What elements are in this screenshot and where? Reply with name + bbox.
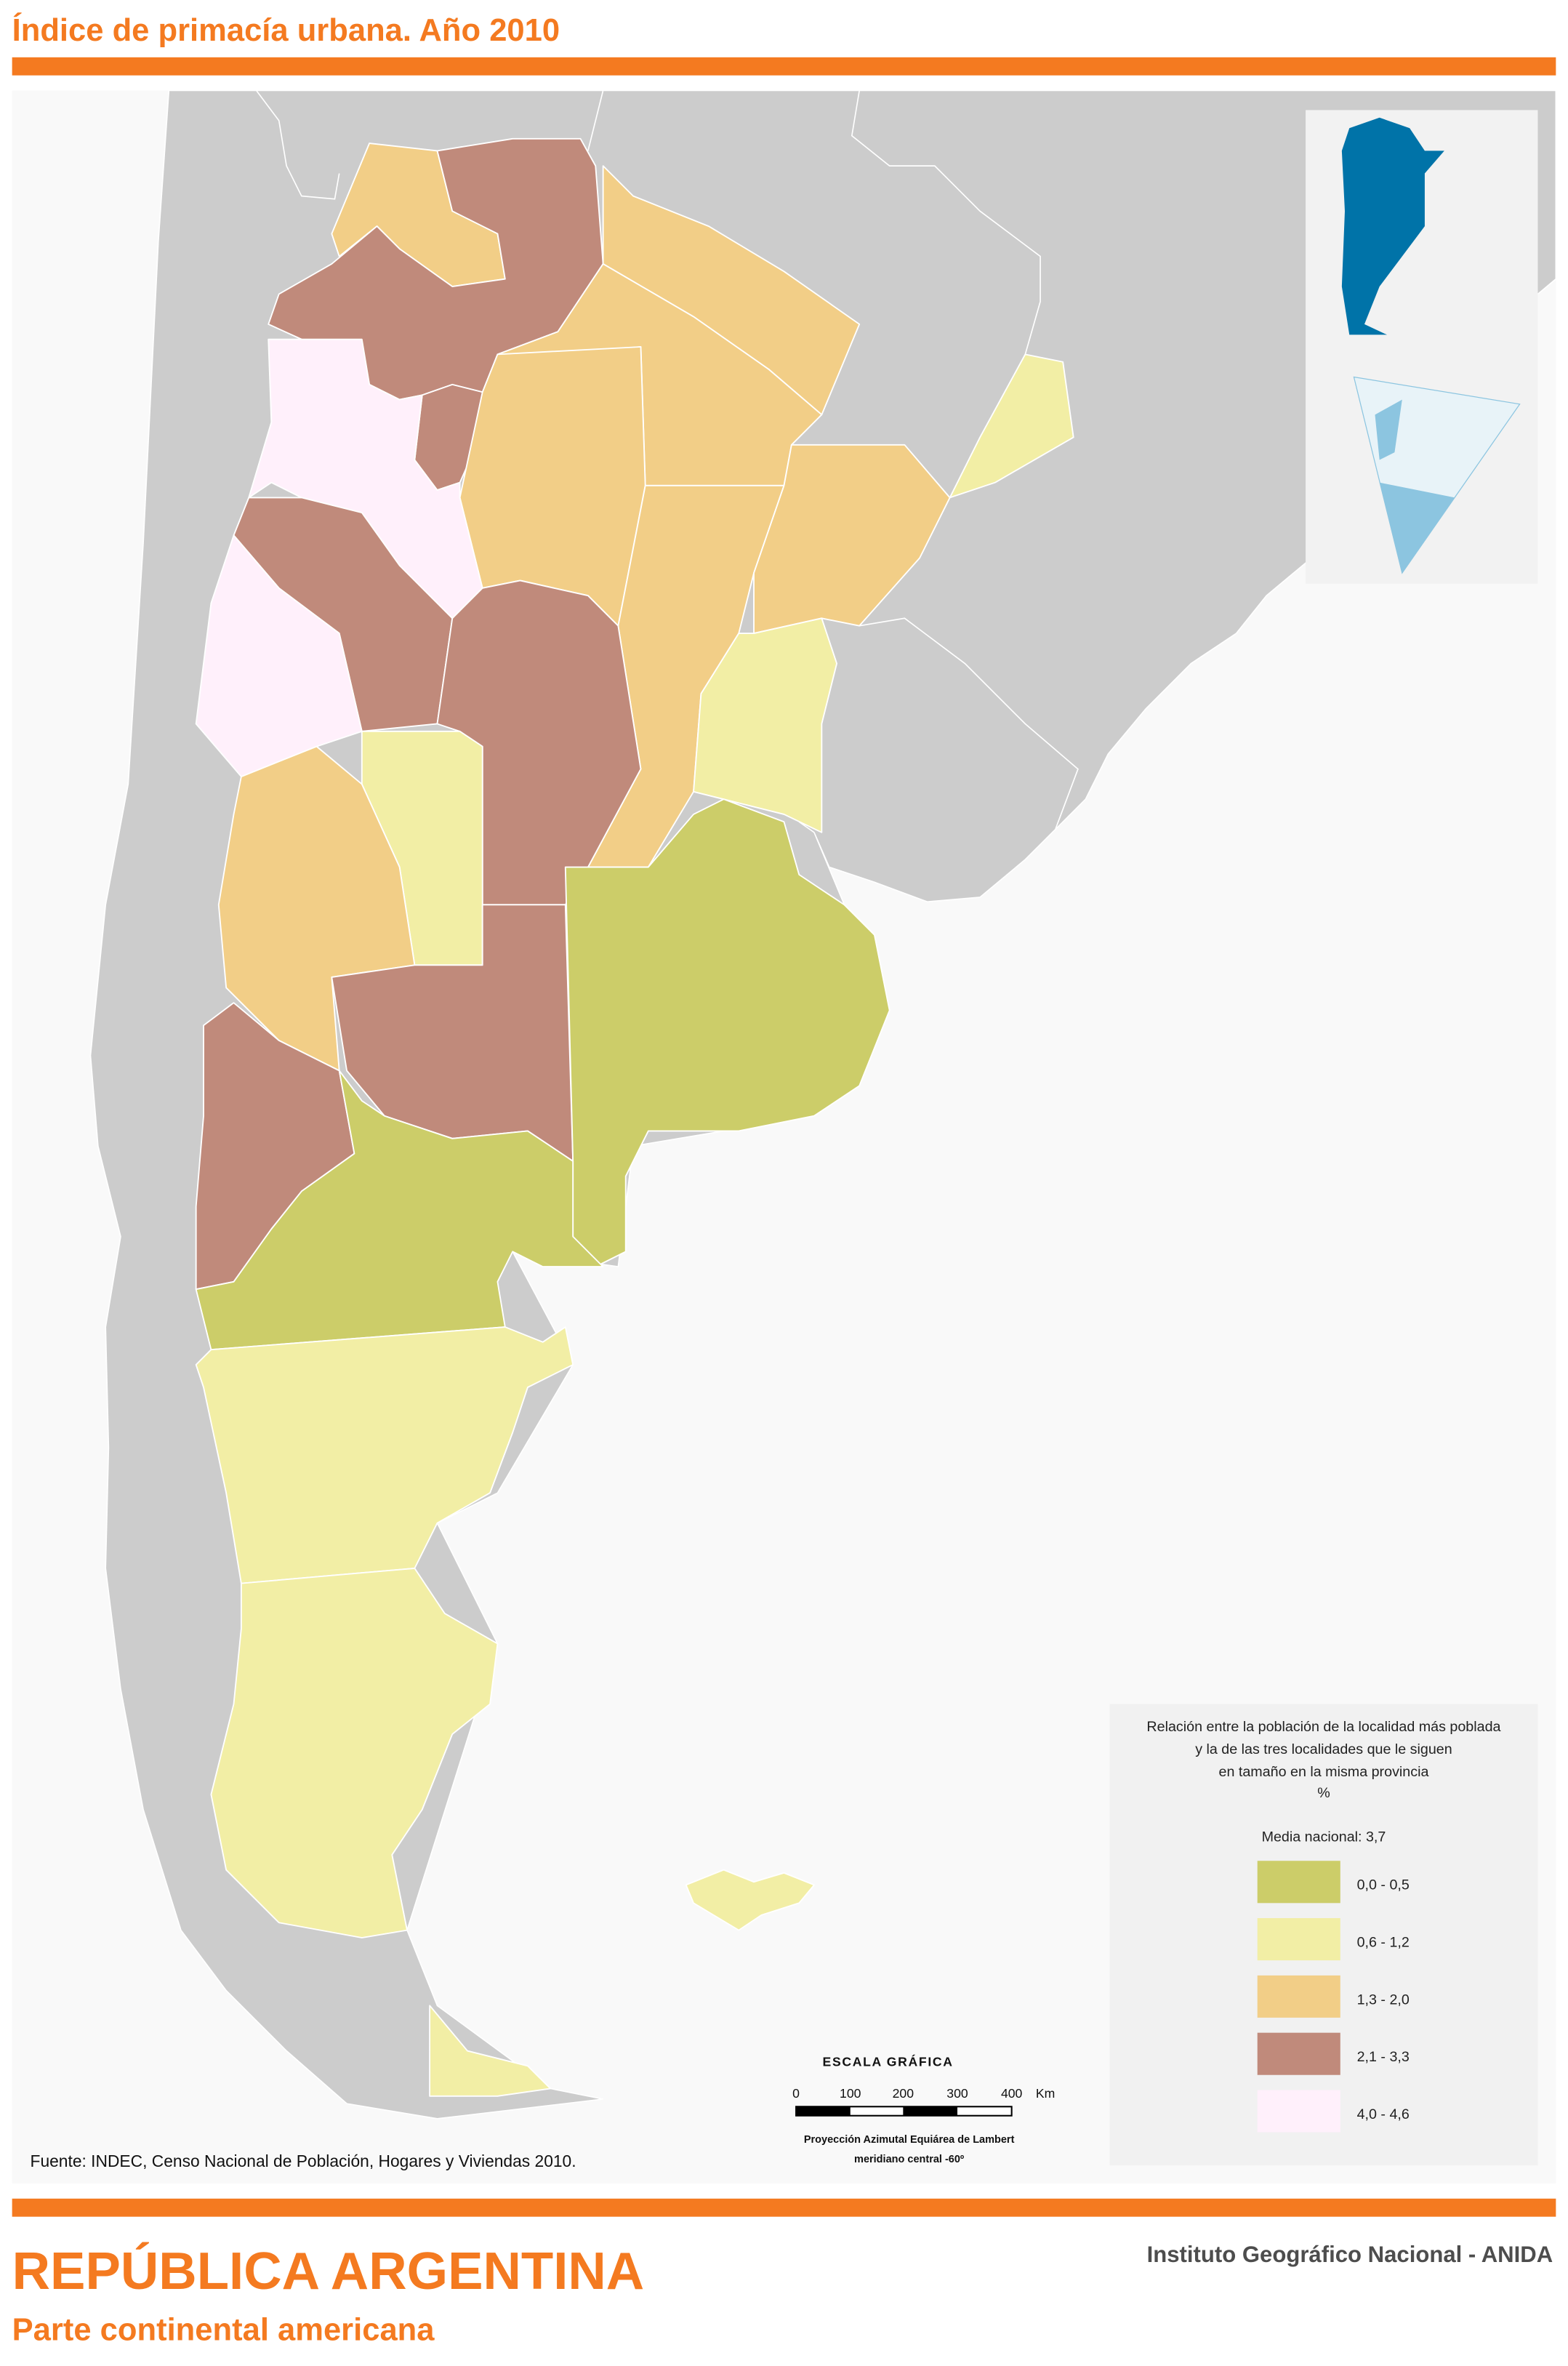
legend-swatch-4 [1257, 2090, 1340, 2133]
scale-tick-300: 300 [946, 2086, 968, 2101]
legend-title-line-2: y la de las tres localidades que le sigu… [1195, 1741, 1452, 1757]
province-mendoza[interactable] [217, 745, 416, 1072]
country-borders [255, 89, 1079, 833]
scale-tick-100: 100 [840, 2086, 861, 2101]
province-santiago-del-estero[interactable] [459, 346, 646, 627]
legend: Relación entre la población de la locali… [1109, 1704, 1538, 2166]
province-entre-rios[interactable] [693, 617, 838, 833]
legend-label-0: 0,0 - 0,5 [1357, 1877, 1410, 1893]
province-tierra-del-fuego[interactable] [429, 2005, 551, 2097]
country-subtitle: Parte continental americana [12, 2313, 435, 2348]
footer-bar [12, 2198, 1556, 2217]
legend-title-line-1: Relación entre la población de la locali… [1146, 1719, 1500, 1735]
legend-swatch-3 [1257, 2032, 1340, 2075]
locator-inset [1306, 110, 1538, 584]
provinces [195, 137, 1074, 2097]
scale-bar: ESCALA GRÁFICA 0 100 200 300 400 Km Proy… [792, 2053, 1055, 2165]
projection-line-2: meridiano central -60º [854, 2154, 965, 2165]
legend-swatch-0 [1257, 1861, 1340, 1904]
institution-name: Instituto Geográfico Nacional - ANIDA [1147, 2242, 1553, 2267]
legend-unit: % [1317, 1785, 1330, 1801]
province-misiones[interactable] [949, 353, 1074, 499]
legend-label-3: 2,1 - 3,3 [1357, 2049, 1410, 2065]
scale-title: ESCALA GRÁFICA [823, 2053, 954, 2069]
scale-unit: Km [1036, 2086, 1055, 2101]
province-chubut[interactable] [195, 1326, 574, 1584]
country-title: REPÚBLICA ARGENTINA [12, 2242, 645, 2301]
legend-national-mean: Media nacional: 3,7 [1262, 1829, 1386, 1845]
province-catamarca[interactable] [248, 338, 483, 619]
legend-label-2: 1,3 - 2,0 [1357, 1992, 1410, 2008]
scale-tick-200: 200 [893, 2086, 914, 2101]
legend-swatch-1 [1257, 1918, 1340, 1961]
map-title: Índice de primacía urbana. Año 2010 [12, 12, 560, 48]
legend-label-4: 4,0 - 4,6 [1357, 2106, 1410, 2122]
legend-label-1: 0,6 - 1,2 [1357, 1934, 1410, 1950]
projection-line-1: Proyección Azimutal Equiárea de Lambert [804, 2134, 1015, 2146]
map-area[interactable] [12, 89, 1557, 2184]
province-santa-cruz[interactable] [210, 1567, 499, 1938]
province-corrientes[interactable] [753, 444, 951, 634]
legend-swatch-2 [1257, 1975, 1340, 2018]
scale-tick-0: 0 [792, 2086, 800, 2101]
legend-title-line-3: en tamaño en la misma provincia [1219, 1764, 1429, 1780]
province-rio-negro[interactable] [195, 1070, 604, 1351]
inset-argentina-silhouette [1341, 117, 1444, 335]
source-note: Fuente: INDEC, Censo Nacional de Poblaci… [31, 2152, 576, 2170]
scale-tick-400: 400 [1001, 2086, 1023, 2101]
header-bar [12, 57, 1556, 76]
islas-malvinas[interactable] [685, 1869, 815, 1931]
inset-antarctica [1379, 482, 1455, 574]
